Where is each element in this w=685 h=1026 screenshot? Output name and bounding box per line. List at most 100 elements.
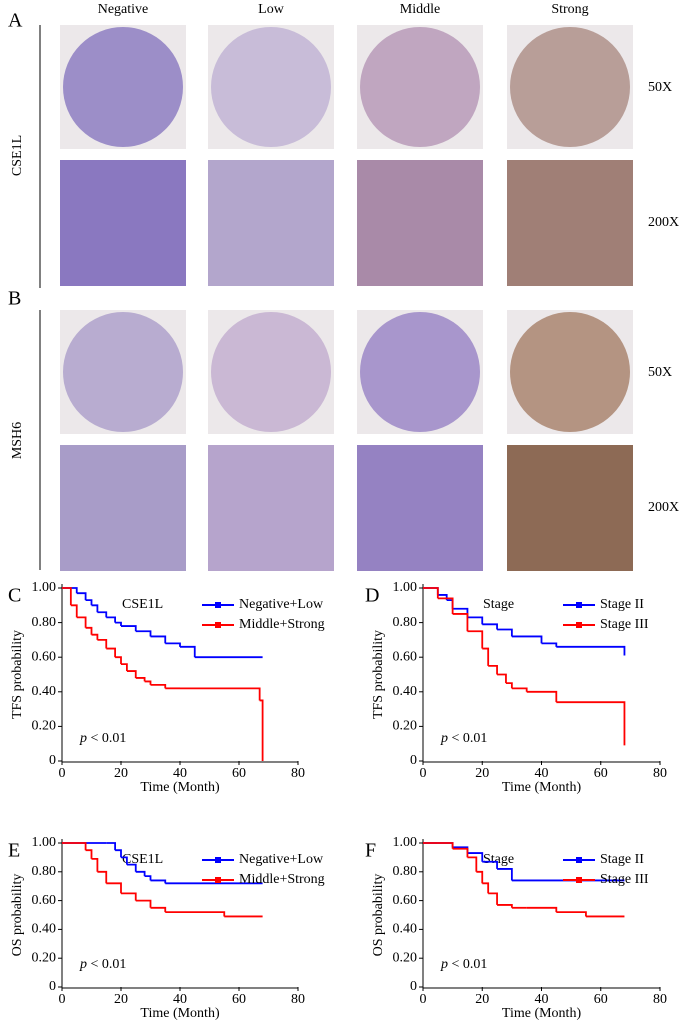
survival-step bbox=[91, 857, 99, 872]
survival-step bbox=[97, 611, 108, 618]
survival-step bbox=[97, 639, 108, 649]
survival-step bbox=[259, 699, 264, 761]
survival-step bbox=[135, 899, 152, 908]
tissue-core bbox=[211, 27, 331, 147]
survival-step bbox=[556, 911, 587, 917]
survival-step bbox=[126, 670, 137, 678]
survival-step bbox=[452, 847, 469, 858]
magnification: 50X bbox=[648, 365, 672, 380]
y-tick-label: 0.20 bbox=[32, 950, 57, 965]
tissue-zoom-image bbox=[357, 445, 483, 571]
x-tick-label: 0 bbox=[420, 766, 427, 781]
y-tick-label: 1.00 bbox=[393, 835, 418, 850]
survival-step bbox=[115, 621, 122, 627]
survival-step bbox=[511, 687, 528, 692]
survival-step bbox=[497, 868, 513, 881]
x-tick-label: 40 bbox=[173, 992, 187, 1007]
y-axis-label: OS probability bbox=[10, 874, 25, 957]
p-symbol: p bbox=[79, 957, 87, 972]
y-tick-label: 0.60 bbox=[32, 893, 57, 908]
survival-step bbox=[106, 647, 116, 658]
y-tick-label: 1.00 bbox=[32, 580, 57, 595]
survival-step bbox=[497, 904, 513, 908]
legend-marker bbox=[576, 602, 582, 608]
survival-step bbox=[505, 682, 513, 689]
survival-step bbox=[621, 645, 626, 656]
survival-step bbox=[121, 663, 128, 672]
x-tick-label: 40 bbox=[173, 766, 187, 781]
y-tick-label: 0.60 bbox=[32, 649, 57, 664]
x-tick-label: 20 bbox=[114, 766, 128, 781]
x-tick-label: 60 bbox=[232, 766, 246, 781]
x-axis-label: Time (Month) bbox=[502, 780, 582, 795]
tissue-core bbox=[63, 27, 183, 147]
p-text: < 0.01 bbox=[91, 731, 127, 746]
x-tick-label: 80 bbox=[291, 766, 305, 781]
survival-step bbox=[511, 635, 543, 644]
tissue-core bbox=[510, 27, 630, 147]
tissue-zoom-image bbox=[60, 445, 186, 571]
survival-step bbox=[150, 635, 167, 644]
survival-step bbox=[70, 604, 78, 618]
survival-step bbox=[467, 616, 484, 625]
tissue-core bbox=[510, 312, 630, 432]
column-header: Negative bbox=[98, 2, 149, 17]
y-tick-label: 0.40 bbox=[393, 684, 418, 699]
x-tick-label: 20 bbox=[475, 766, 489, 781]
survival-step bbox=[85, 849, 93, 859]
tissue-core bbox=[63, 312, 183, 432]
y-tick-label: 0.80 bbox=[32, 615, 57, 630]
annotation: p < 0.01 bbox=[440, 957, 487, 972]
legend-marker bbox=[215, 857, 221, 863]
survival-step bbox=[144, 875, 152, 881]
survival-step bbox=[126, 863, 137, 872]
survival-step bbox=[85, 599, 93, 606]
y-tick-label: 0 bbox=[410, 979, 417, 994]
survival-step bbox=[135, 870, 146, 877]
survival-step bbox=[115, 849, 122, 858]
annotation: p < 0.01 bbox=[440, 731, 487, 746]
y-tick-label: 0 bbox=[49, 979, 56, 994]
y-tick-label: 0.80 bbox=[393, 864, 418, 879]
tissue-zoom-image bbox=[208, 160, 334, 286]
tissue-zoom-image bbox=[507, 160, 633, 286]
p-symbol: p bbox=[79, 731, 87, 746]
panel-label: A bbox=[8, 10, 23, 32]
survival-step bbox=[150, 683, 167, 689]
legend-marker bbox=[215, 877, 221, 883]
legend-marker bbox=[576, 877, 582, 883]
survival-step bbox=[180, 645, 196, 658]
y-tick-label: 1.00 bbox=[393, 580, 418, 595]
legend-label: Stage II bbox=[600, 597, 644, 612]
legend-marker bbox=[576, 857, 582, 863]
panel-label: F bbox=[365, 840, 376, 862]
survival-step bbox=[482, 623, 498, 630]
survival-step bbox=[76, 616, 87, 628]
survival-step bbox=[150, 879, 167, 884]
chart-title: Stage bbox=[483, 852, 514, 867]
y-tick-label: 0.20 bbox=[393, 950, 418, 965]
y-tick-label: 0 bbox=[49, 753, 56, 768]
legend-marker bbox=[576, 622, 582, 628]
survival-step bbox=[106, 616, 116, 623]
survival-step bbox=[526, 690, 558, 703]
survival-step bbox=[135, 677, 146, 682]
survival-step bbox=[452, 613, 469, 632]
p-text: < 0.01 bbox=[91, 957, 127, 972]
x-tick-label: 60 bbox=[594, 766, 608, 781]
survival-step bbox=[62, 587, 72, 606]
p-text: < 0.01 bbox=[452, 957, 488, 972]
panel-label: C bbox=[8, 585, 21, 607]
y-tick-label: 0.20 bbox=[393, 719, 418, 734]
survival-step bbox=[121, 625, 137, 632]
column-header: Low bbox=[258, 2, 285, 17]
y-tick-label: 0.20 bbox=[32, 719, 57, 734]
survival-step bbox=[437, 597, 454, 614]
tissue-zoom-image bbox=[60, 160, 186, 286]
x-tick-label: 0 bbox=[420, 992, 427, 1007]
survival-step bbox=[541, 642, 558, 647]
x-tick-label: 20 bbox=[114, 992, 128, 1007]
survival-step bbox=[180, 687, 261, 701]
p-symbol: p bbox=[440, 957, 448, 972]
survival-step bbox=[121, 892, 137, 901]
